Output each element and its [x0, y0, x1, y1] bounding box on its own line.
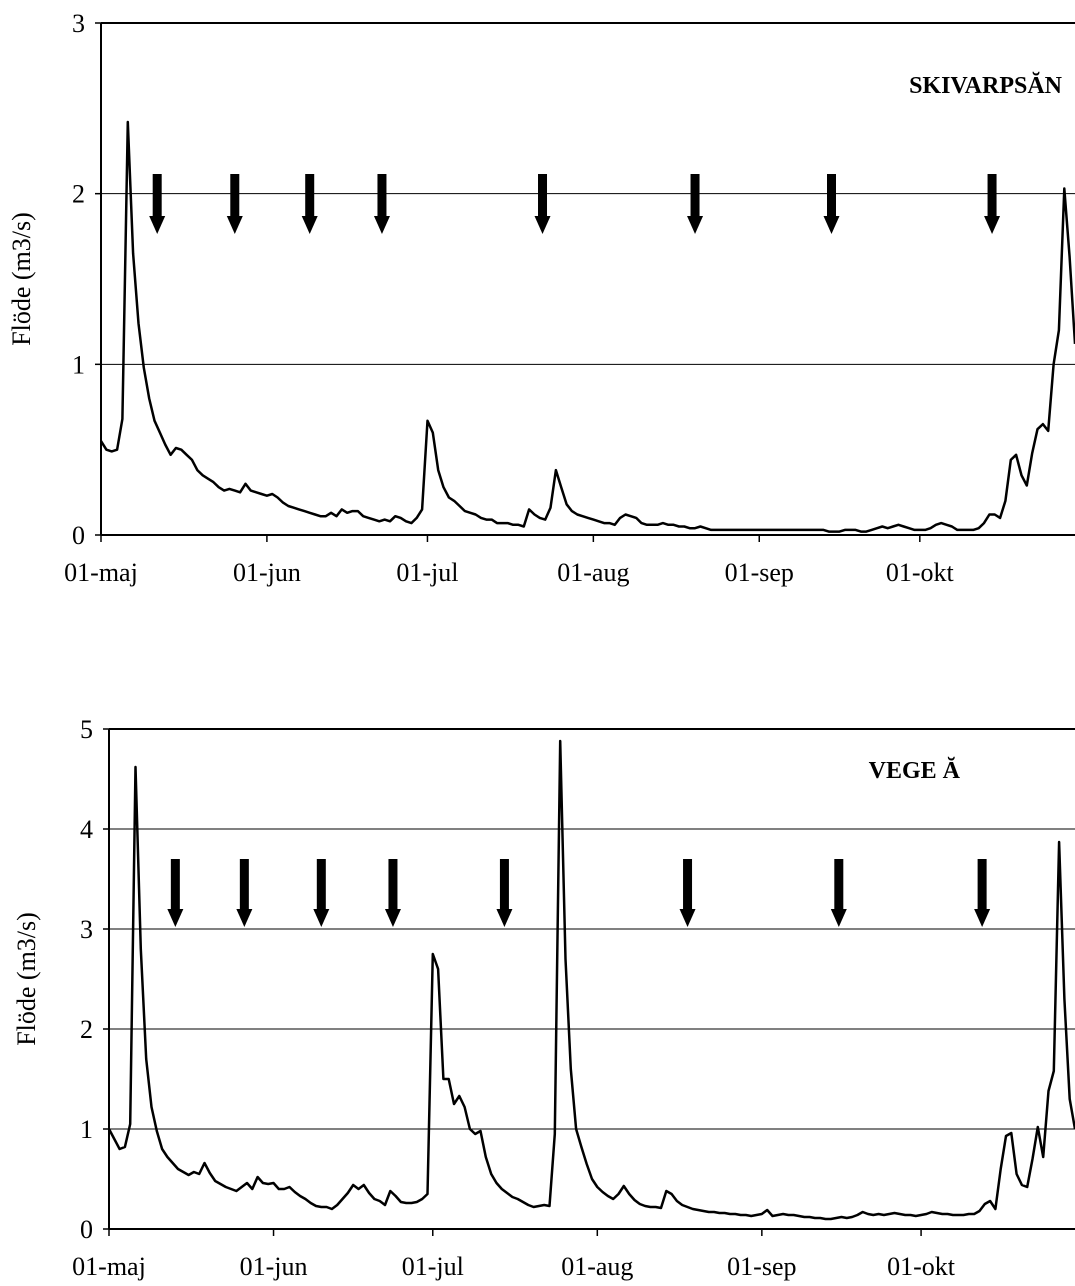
sampling-arrow-icon	[830, 859, 847, 927]
y-tick-label: 2	[80, 1015, 93, 1044]
y-tick-label: 3	[72, 9, 85, 38]
y-tick-label: 0	[72, 521, 85, 550]
sampling-arrow-icon	[984, 174, 1001, 234]
y-tick-label: 4	[80, 815, 93, 844]
sampling-arrow-icon	[167, 859, 184, 927]
sampling-arrow-icon	[313, 859, 330, 927]
y-tick-label: 1	[72, 350, 85, 379]
x-tick-label: 01-sep	[727, 1252, 796, 1281]
sampling-arrow-icon	[301, 174, 318, 234]
y-tick-label: 1	[80, 1115, 93, 1144]
sampling-arrow-icon	[384, 859, 401, 927]
x-tick-label: 01-maj	[64, 558, 138, 587]
y-tick-label: 2	[72, 180, 85, 209]
y-axis-label: Flöde (m3/s)	[7, 212, 36, 346]
sampling-arrow-icon	[373, 174, 390, 234]
x-tick-label: 01-jun	[240, 1252, 308, 1281]
sampling-arrow-icon	[823, 174, 840, 234]
vege-chart: 0 1 2 3 4 5 01-maj 01-jun 01-jul 01-aug 01-sep 01-o…	[12, 715, 1075, 1281]
x-tick-label: 01-jul	[402, 1252, 464, 1281]
y-axis-label: Flöde (m3/s)	[12, 912, 41, 1046]
x-tick-label: 01-okt	[887, 1252, 956, 1281]
chart-title: SKIVARPSĂN	[909, 72, 1063, 99]
flow-series-line	[99, 120, 1075, 533]
y-tick-label: 3	[80, 915, 93, 944]
x-tick-label: 01-maj	[72, 1252, 146, 1281]
sampling-arrow-icon	[496, 859, 513, 927]
sampling-arrow-icon	[687, 174, 704, 234]
y-tick-label: 0	[80, 1215, 93, 1244]
x-tick-label: 01-jun	[233, 558, 301, 587]
sampling-arrow-icon	[149, 174, 166, 234]
x-tick-label: 01-jul	[396, 558, 458, 587]
x-tick-label: 01-sep	[725, 558, 794, 587]
sampling-arrow-icon	[236, 859, 253, 927]
sampling-arrow-icon	[534, 174, 551, 234]
x-tick-label: 01-okt	[886, 558, 955, 587]
sampling-arrow-icon	[974, 859, 991, 927]
chart-title: VEGE Ă	[869, 757, 961, 784]
sampling-arrow-icon	[226, 174, 243, 234]
sampling-arrow-icon	[679, 859, 696, 927]
flow-series-line	[107, 739, 1075, 1221]
x-tick-label: 01-aug	[557, 558, 629, 587]
x-tick-label: 01-aug	[561, 1252, 633, 1281]
y-tick-label: 5	[80, 715, 93, 744]
skivarpsan-chart: 0 1 2 3 01-maj 01-jun 01-jul 01-aug 01-sep 01-okt…	[7, 9, 1075, 587]
